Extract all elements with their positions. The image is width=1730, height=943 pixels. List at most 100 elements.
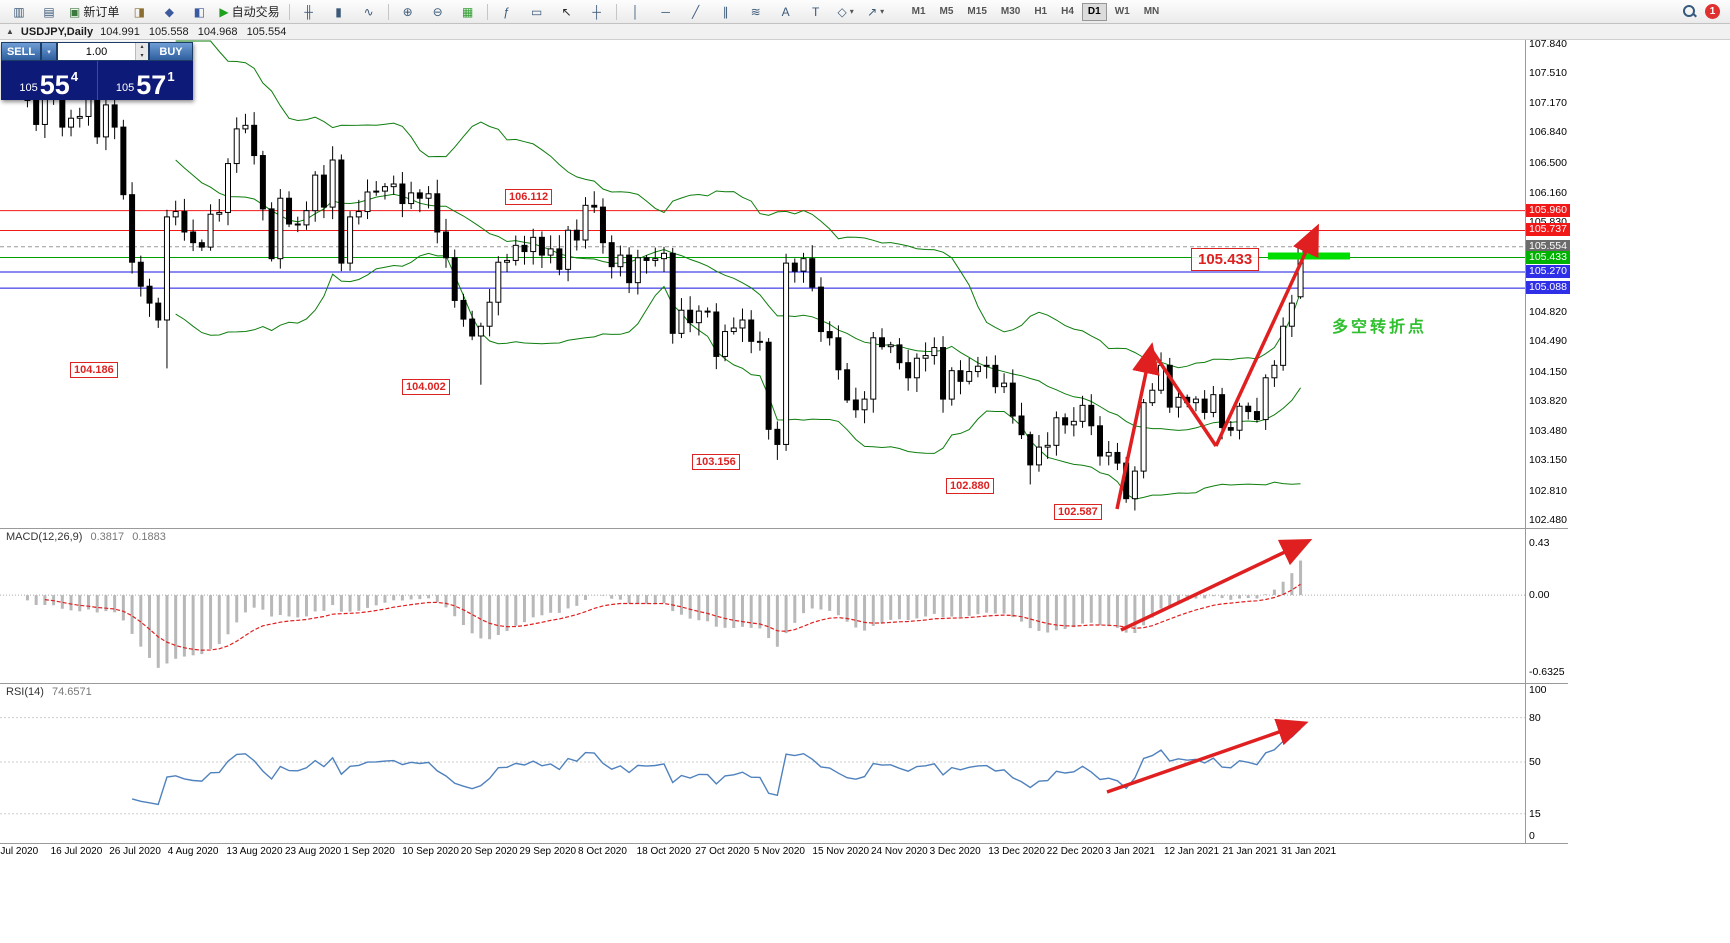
tile-windows-button[interactable]: ▦: [454, 1, 482, 23]
candlestick-chart-button[interactable]: ▮: [325, 1, 353, 23]
high-value: 105.558: [148, 25, 189, 38]
volume-down-icon[interactable]: ▾: [140, 52, 144, 59]
collapse-icon[interactable]: ▲: [6, 27, 14, 36]
sell-price-sup: 4: [70, 69, 79, 84]
timeframe-w1[interactable]: W1: [1109, 3, 1136, 21]
arrows-icon: ↗: [867, 4, 878, 19]
zoom-out-button[interactable]: ⊖: [424, 1, 452, 23]
time-axis-label: 8 Jul 2020: [0, 846, 39, 857]
price-annotation[interactable]: 103.156: [692, 454, 740, 470]
timeframe-h4[interactable]: H4: [1055, 3, 1080, 21]
buy-button[interactable]: BUY: [149, 42, 193, 61]
sell-price-big: 55: [39, 70, 70, 100]
rsi-axis-label: 0: [1529, 830, 1535, 842]
market-watch-button[interactable]: ◨: [125, 1, 153, 23]
arrows-button[interactable]: ↗ ▾: [862, 1, 890, 23]
objects-list-button[interactable]: ▭: [523, 1, 551, 23]
timeframe-m5[interactable]: M5: [934, 3, 960, 21]
special-price-box: 105.960: [1526, 203, 1570, 217]
chart-profiles-button[interactable]: ▤: [35, 1, 63, 23]
new-order-icon: ▣: [69, 4, 81, 19]
new-order-button[interactable]: ▣ 新订单: [65, 1, 123, 23]
one-click-trading-panel: SELL ▾ ▴ ▾ BUY 105 55 4 105 57 1: [1, 42, 193, 100]
vertical-line-button[interactable]: │: [622, 1, 650, 23]
price-axis-label: 102.480: [1529, 514, 1567, 526]
time-axis-label: 29 Sep 2020: [519, 846, 577, 857]
time-axis-label: 15 Nov 2020: [812, 846, 870, 857]
volume-input[interactable]: [58, 43, 135, 60]
timeframe-m1[interactable]: M1: [906, 3, 932, 21]
macd-axis-label: 0.43: [1529, 536, 1550, 549]
cursor-button[interactable]: ↖: [553, 1, 581, 23]
sell-button[interactable]: SELL: [1, 42, 41, 61]
timeframe-h1[interactable]: H1: [1028, 3, 1053, 21]
volume-up-icon[interactable]: ▴: [140, 44, 144, 50]
shapes-button[interactable]: ◇ ▾: [832, 1, 860, 23]
text-label-button[interactable]: T: [802, 1, 830, 23]
macd-value-2: 0.1883: [132, 531, 166, 543]
new-chart-button[interactable]: ▥: [5, 1, 33, 23]
autotrading-button[interactable]: ▶ 自动交易: [215, 1, 283, 23]
equidistant-channel-icon: ∥: [722, 4, 729, 19]
time-axis-label: 5 Nov 2020: [753, 846, 805, 857]
price-axis-label: 106.840: [1529, 126, 1567, 139]
crosshair-button[interactable]: ┼: [583, 1, 611, 23]
terminal-button[interactable]: ◧: [185, 1, 213, 23]
zoom-in-button[interactable]: ⊕: [394, 1, 422, 23]
annotation-note[interactable]: 多空转折点: [1332, 319, 1428, 336]
rsi-value: 74.6571: [51, 686, 92, 698]
navigator-button[interactable]: ◆: [155, 1, 183, 23]
macd-title: MACD(12,26,9): [6, 531, 83, 543]
new-chart-icon: ▥: [13, 4, 25, 19]
notification-badge[interactable]: 1: [1705, 4, 1720, 19]
autotrading-icon: ▶: [219, 4, 229, 19]
indicators-button[interactable]: ƒ: [493, 1, 521, 23]
sell-price-prefix: 105: [19, 82, 38, 94]
price-annotation[interactable]: 106.112: [505, 189, 553, 205]
time-axis-label: 10 Sep 2020: [402, 846, 459, 857]
timeframe-m15[interactable]: M15: [961, 3, 992, 21]
price-annotation[interactable]: 104.002: [402, 379, 450, 395]
tile-windows-icon: ▦: [461, 4, 474, 19]
toolbar-separator: [387, 3, 389, 20]
timeframe-d1[interactable]: D1: [1081, 2, 1107, 21]
price-annotation[interactable]: 102.587: [1054, 504, 1102, 520]
price-axis-label: 104.150: [1529, 365, 1567, 378]
volume-dropdown-icon[interactable]: ▾: [41, 42, 57, 61]
time-axis-label: 3 Dec 2020: [929, 846, 981, 857]
time-axis-label: 21 Jan 2021: [1222, 846, 1278, 857]
fibonacci-button[interactable]: ≋: [742, 1, 770, 23]
panel-divider[interactable]: [0, 683, 1568, 684]
time-axis-label: 27 Oct 2020: [695, 846, 750, 857]
equidistant-channel-button[interactable]: ∥: [712, 1, 740, 23]
trendline-button[interactable]: ╱: [682, 1, 710, 23]
text-label-icon: T: [811, 4, 820, 19]
price-annotation[interactable]: 102.880: [946, 478, 994, 494]
volume-spinner: ▴ ▾: [135, 43, 148, 60]
horizontal-line-button[interactable]: ─: [652, 1, 680, 23]
time-axis-label: 1 Sep 2020: [343, 846, 395, 857]
panel-divider[interactable]: [0, 528, 1568, 529]
price-annotation[interactable]: 104.186: [70, 362, 118, 378]
text-button[interactable]: A: [772, 1, 800, 23]
price-annotation[interactable]: 105.433: [1191, 248, 1260, 271]
buy-price[interactable]: 105 57 1: [98, 61, 194, 100]
buy-price-prefix: 105: [115, 82, 135, 94]
price-axis-label: 103.150: [1529, 454, 1567, 467]
line-chart-button[interactable]: ∿: [355, 1, 383, 23]
timeframe-m30[interactable]: M30: [995, 3, 1026, 21]
search-icon[interactable]: [1682, 4, 1697, 19]
horizontal-line-icon: ─: [661, 4, 670, 19]
price-axis-label: 103.820: [1529, 394, 1567, 407]
special-price-box: 105.554: [1526, 239, 1570, 253]
zoom-out-icon: ⊖: [432, 4, 443, 19]
time-axis-border: [0, 843, 1568, 844]
rsi-label: RSI(14) 74.6571: [6, 686, 92, 698]
timeframe-mn[interactable]: MN: [1138, 3, 1166, 21]
price-axis-label: 106.160: [1529, 186, 1567, 199]
sell-price[interactable]: 105 55 4: [1, 61, 98, 100]
bars-chart-button[interactable]: ╫: [295, 1, 323, 23]
price-axis-label: 107.170: [1529, 97, 1567, 110]
market-watch-icon: ◨: [133, 4, 146, 19]
